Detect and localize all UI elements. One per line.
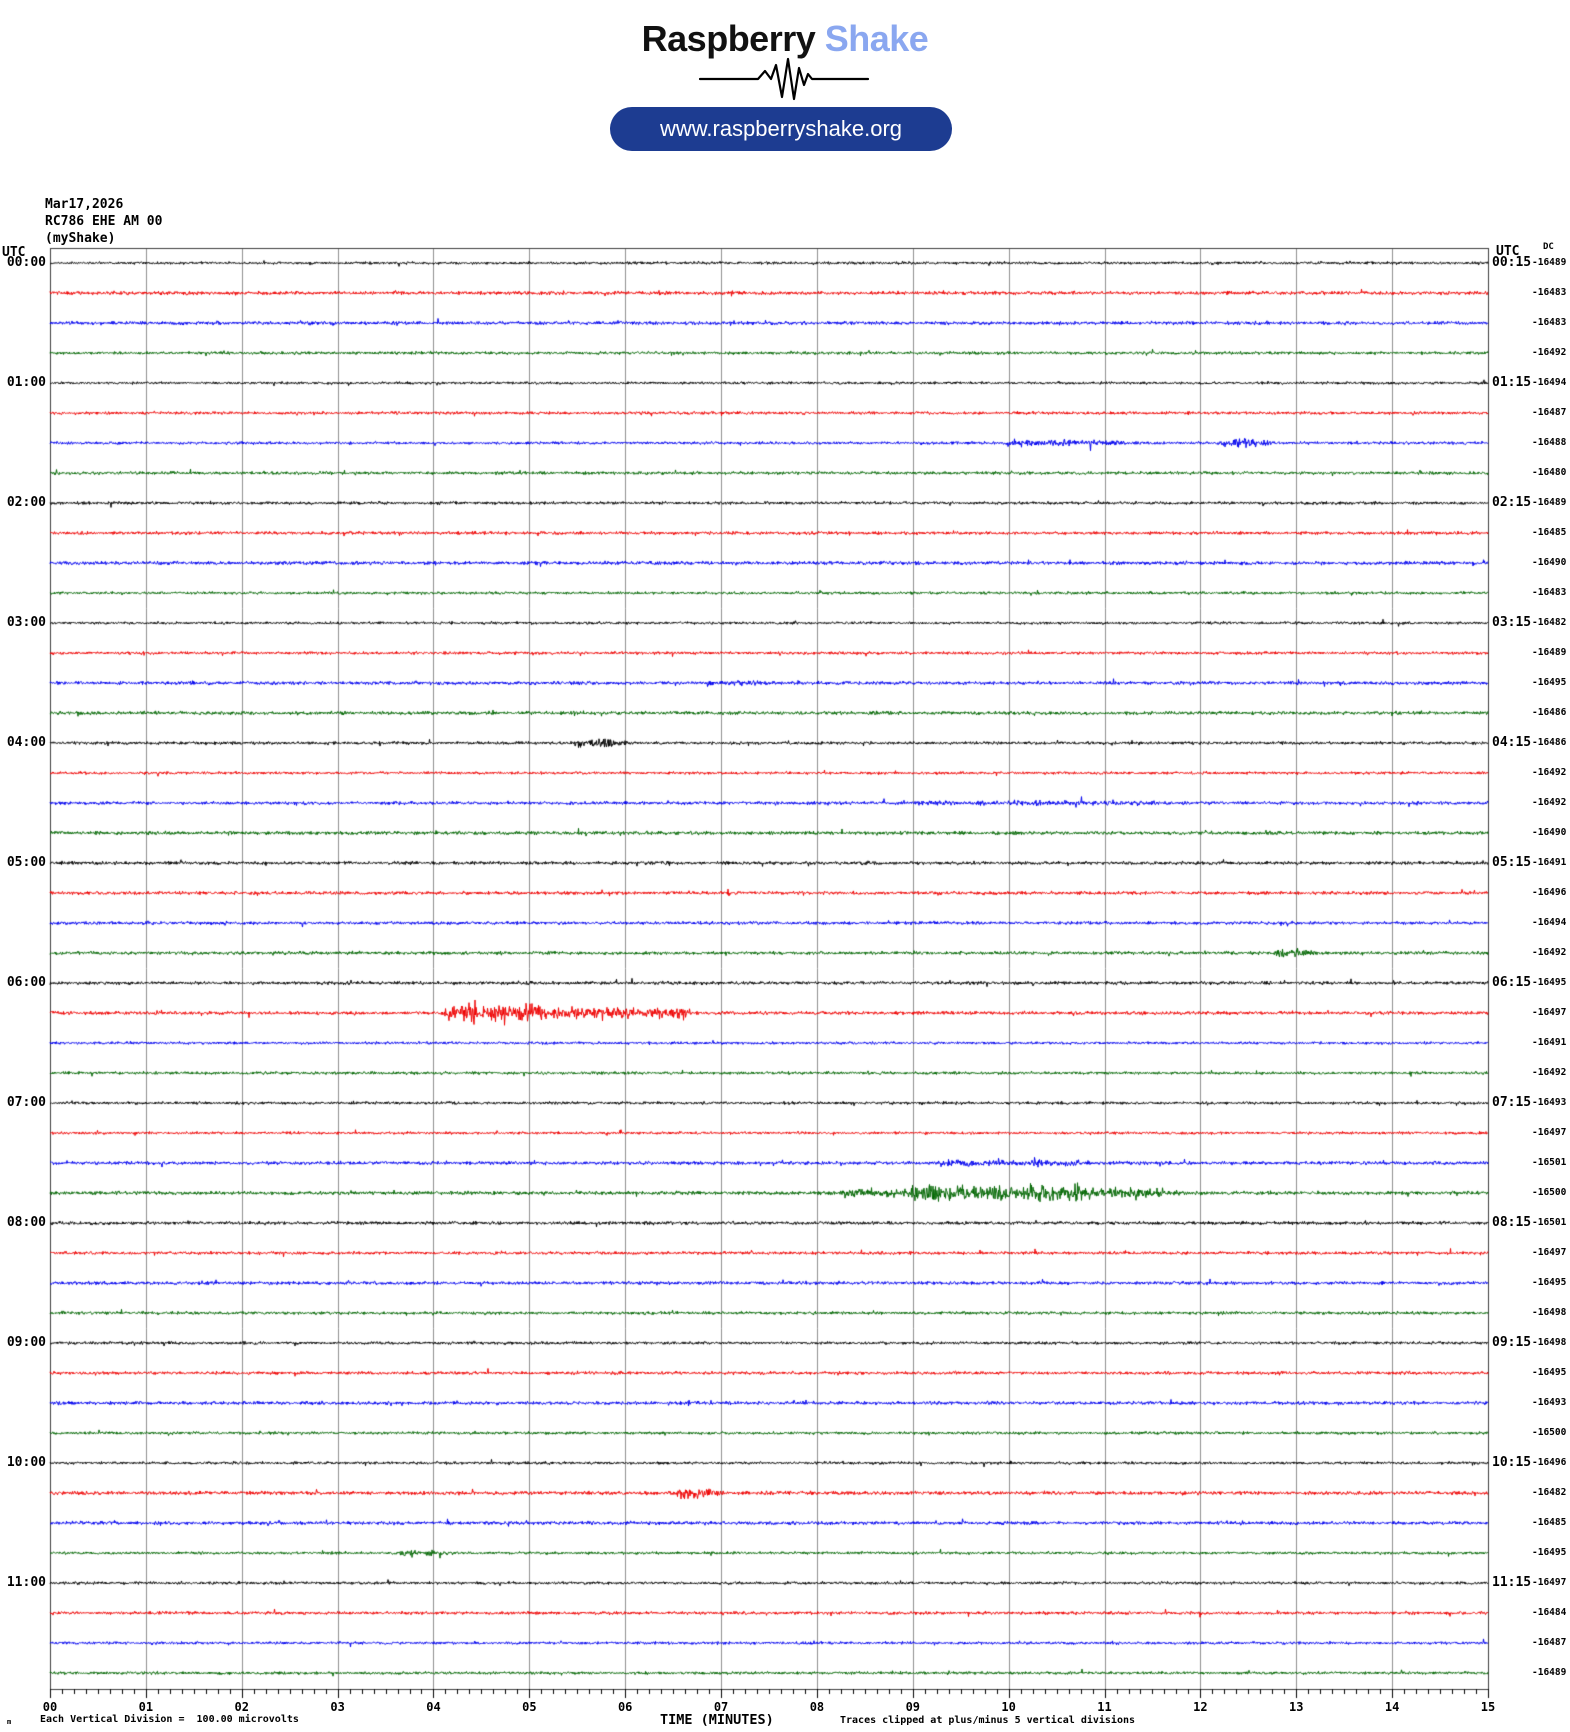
dc-value: -16492 [1532, 947, 1567, 958]
utc-left-label: 10:00 [6, 1455, 46, 1470]
utc-right-label: 04:15 [1492, 735, 1532, 750]
dc-value: -16482 [1532, 617, 1567, 628]
x-tick-label: 14 [1384, 1700, 1400, 1714]
dc-value: -16495 [1532, 977, 1567, 988]
x-tick-label: 09 [905, 1700, 921, 1714]
dc-value: -16492 [1532, 767, 1567, 778]
dc-value: -16495 [1532, 677, 1567, 688]
dc-value: -16489 [1532, 1667, 1567, 1678]
dc-value: -16497 [1532, 1007, 1567, 1018]
dc-value: -16494 [1532, 917, 1567, 928]
dc-value: -16500 [1532, 1427, 1567, 1438]
dc-value: -16485 [1532, 1517, 1567, 1528]
dc-value: -16483 [1532, 317, 1567, 328]
utc-left-label: 07:00 [6, 1095, 46, 1110]
x-tick-label: 12 [1193, 1700, 1208, 1714]
utc-left-label: 00:00 [6, 255, 46, 270]
dc-value: -16488 [1532, 437, 1567, 448]
dc-value: -16492 [1532, 1067, 1567, 1078]
dc-value: -16492 [1532, 347, 1567, 358]
x-tick-label: 05 [522, 1700, 537, 1714]
utc-header-right: UTC [1496, 244, 1520, 259]
utc-right-label: 10:15 [1492, 1455, 1532, 1470]
dc-value: -16498 [1532, 1337, 1567, 1348]
utc-right-label: 00:15 [1492, 255, 1532, 270]
utc-right-label: 07:15 [1492, 1095, 1532, 1110]
dc-value: -16489 [1532, 257, 1567, 268]
utc-right-label: 08:15 [1492, 1215, 1532, 1230]
dc-value: -16495 [1532, 1547, 1567, 1558]
dc-value: -16483 [1532, 587, 1567, 598]
utc-right-label: 06:15 [1492, 975, 1532, 990]
dc-value: -16489 [1532, 647, 1567, 658]
x-tick-label: 07 [713, 1700, 729, 1714]
utc-right-label: 11:15 [1492, 1575, 1532, 1590]
utc-right-label: 09:15 [1492, 1335, 1532, 1350]
utc-left-label: 08:00 [6, 1215, 46, 1230]
dc-value: -16497 [1532, 1247, 1567, 1258]
dc-value: -16500 [1532, 1187, 1567, 1198]
x-tick-label: 02 [234, 1700, 249, 1714]
dc-value: -16497 [1532, 1577, 1567, 1588]
dc-value: -16482 [1532, 1487, 1567, 1498]
scale-note: Each Vertical Division = 100.00 microvol… [40, 1714, 299, 1725]
dc-value: -16494 [1532, 377, 1567, 388]
dc-value: -16501 [1532, 1157, 1567, 1168]
x-tick-label: 08 [809, 1700, 825, 1714]
dc-value: -16487 [1532, 407, 1567, 418]
utc-left-label: 05:00 [6, 855, 46, 870]
utc-right-label: 03:15 [1492, 615, 1532, 630]
dc-value: -16490 [1532, 557, 1567, 568]
x-tick-label: 15 [1480, 1700, 1496, 1714]
dc-value: -16491 [1532, 1037, 1567, 1048]
x-tick-label: 06 [617, 1700, 633, 1714]
x-tick-label: 03 [330, 1700, 345, 1714]
dc-value: -16495 [1532, 1367, 1567, 1378]
dc-value: -16484 [1532, 1607, 1567, 1618]
dc-value: -16492 [1532, 797, 1567, 808]
dc-value: -16496 [1532, 1457, 1567, 1468]
utc-left-label: 11:00 [6, 1575, 46, 1590]
utc-right-label: 02:15 [1492, 495, 1532, 510]
utc-left-label: 03:00 [6, 615, 46, 630]
dc-value: -16495 [1532, 1277, 1567, 1288]
utc-right-label: 01:15 [1492, 375, 1532, 390]
utc-header-left: UTC [2, 245, 26, 260]
x-tick-label: 13 [1289, 1700, 1304, 1714]
dc-value: -16501 [1532, 1217, 1567, 1228]
dc-value: -16493 [1532, 1397, 1567, 1408]
dc-header: DC [1543, 242, 1554, 252]
x-tick-label: 00 [42, 1700, 58, 1714]
x-tick-label: 01 [138, 1700, 154, 1714]
dc-value: -16486 [1532, 737, 1567, 748]
dc-value: -16480 [1532, 467, 1567, 478]
dc-value: -16487 [1532, 1637, 1567, 1648]
dc-value: -16497 [1532, 1127, 1567, 1138]
dc-value: -16490 [1532, 827, 1567, 838]
x-tick-label: 04 [426, 1700, 441, 1714]
utc-left-label: 02:00 [6, 495, 46, 510]
x-axis-title: TIME (MINUTES) [660, 1712, 774, 1728]
dc-value: -16491 [1532, 857, 1567, 868]
utc-left-label: 04:00 [6, 735, 46, 750]
dc-value: -16493 [1532, 1097, 1567, 1108]
microvolt-mark: m [7, 1718, 12, 1726]
utc-left-label: 01:00 [6, 375, 46, 390]
dc-value: -16496 [1532, 887, 1567, 898]
utc-left-label: 09:00 [6, 1335, 46, 1350]
dc-value: -16485 [1532, 527, 1567, 538]
dc-value: -16483 [1532, 287, 1567, 298]
clip-note: Traces clipped at plus/minus 5 vertical … [840, 1715, 1136, 1726]
utc-left-label: 06:00 [6, 975, 46, 990]
dc-value: -16486 [1532, 707, 1567, 718]
x-tick-label: 10 [1001, 1700, 1016, 1714]
x-tick-label: 11 [1097, 1700, 1112, 1714]
dc-value: -16498 [1532, 1307, 1567, 1318]
dc-value: -16489 [1532, 497, 1567, 508]
utc-right-label: 05:15 [1492, 855, 1532, 870]
